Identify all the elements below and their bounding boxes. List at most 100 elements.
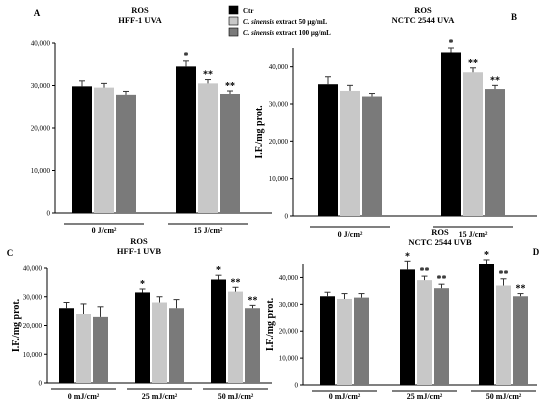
legend-swatch-ctr: [228, 5, 239, 15]
legend-label-50: C. sinensis extract 50 µg/mL: [243, 18, 328, 26]
bar: [76, 314, 91, 383]
x-category-label: 50 mJ/cm²: [218, 392, 254, 401]
significance-marker: *: [405, 251, 410, 262]
y-tick-label: 20,000: [279, 328, 299, 336]
y-tick-label: 40,000: [279, 274, 299, 282]
y-tick-label: 30,000: [269, 101, 289, 109]
y-tick-label: 20,000: [31, 125, 51, 133]
y-tick-label: 0: [39, 380, 43, 388]
bar: [417, 280, 432, 385]
y-tick-label: 0: [285, 213, 289, 221]
x-category-label: 25 mJ/cm²: [142, 392, 178, 401]
bar: [485, 89, 505, 216]
bar: [59, 308, 74, 383]
significance-marker: *: [449, 38, 454, 49]
bar: [479, 264, 494, 385]
significance-marker: *: [184, 51, 189, 62]
x-category-label: 0 J/cm²: [92, 226, 117, 235]
y-tick-label: 30,000: [31, 82, 51, 90]
bar: [72, 86, 92, 213]
panel-label: D: [533, 247, 540, 257]
significance-marker: **: [231, 277, 241, 288]
significance-marker: *: [484, 250, 489, 261]
significance-marker: *: [216, 265, 221, 276]
legend-label-100: C. sinensis extract 100 µg/mL: [243, 29, 331, 37]
bar: [176, 66, 196, 213]
bar: [94, 87, 114, 213]
chart-title: ROS: [414, 5, 432, 15]
y-tick-label: 40,000: [269, 63, 289, 71]
x-category-label: 50 mJ/cm²: [486, 392, 522, 401]
chart-subtitle: HFF-1 UVB: [117, 246, 161, 256]
bar: [513, 296, 528, 385]
chart-title: ROS: [431, 227, 449, 237]
bar: [362, 96, 382, 216]
x-category-label: 0 J/cm²: [338, 230, 363, 239]
chart-subtitle: NCTC 2544 UVA: [392, 15, 456, 25]
panel-label: B: [511, 12, 517, 22]
bar: [434, 288, 449, 385]
bar: [245, 308, 260, 383]
bar: [320, 296, 335, 385]
bar: [116, 94, 136, 213]
x-category-label: 0 mJ/cm²: [68, 392, 100, 401]
y-tick-label: 40,000: [31, 40, 51, 48]
chart-subtitle: NCTC 2544 UVB: [408, 237, 472, 247]
significance-marker: **: [499, 269, 509, 280]
bar: [354, 297, 369, 385]
bar: [441, 52, 461, 217]
significance-marker: **: [420, 266, 430, 277]
bar: [337, 298, 352, 385]
significance-marker: **: [203, 70, 213, 81]
y-tick-label: 10,000: [23, 351, 43, 359]
y-tick-label: 30,000: [23, 293, 43, 301]
y-tick-label: 40,000: [23, 265, 43, 273]
x-category-label: 25 mJ/cm²: [407, 392, 443, 401]
bar: [220, 94, 240, 213]
significance-marker: **: [516, 284, 526, 295]
significance-marker: *: [140, 279, 145, 290]
panel-label: C: [7, 248, 14, 258]
bar: [93, 316, 108, 383]
bar: [340, 90, 360, 216]
x-category-label: 15 J/cm²: [459, 230, 488, 239]
bar: [318, 84, 338, 216]
legend: Ctr C. sinensis extract 50 µg/mL C. sine…: [228, 5, 331, 37]
y-tick-label: 0: [295, 382, 299, 390]
y-tick-label: 10,000: [269, 175, 289, 183]
y-tick-label: 10,000: [279, 355, 299, 363]
bar: [496, 285, 511, 385]
significance-marker: **: [468, 58, 478, 69]
bar: [169, 308, 184, 383]
y-tick-label: 0: [47, 210, 51, 218]
chart-title: ROS: [131, 5, 149, 15]
x-category-label: 0 mJ/cm²: [329, 392, 361, 401]
bar: [463, 72, 483, 217]
panel-label: A: [34, 8, 41, 18]
chart-title: ROS: [130, 236, 148, 246]
y-axis-label: I.F./mg prot.: [11, 298, 22, 352]
bar: [400, 269, 415, 385]
bar: [198, 83, 218, 213]
y-tick-label: 20,000: [23, 322, 43, 330]
x-category-label: 15 J/cm²: [194, 226, 223, 235]
legend-swatch-100: [228, 27, 239, 37]
chart-subtitle: HFF-1 UVA: [118, 15, 162, 25]
legend-label-ctr: Ctr: [243, 7, 254, 15]
significance-marker: **: [248, 295, 258, 306]
significance-marker: **: [225, 81, 235, 92]
bar: [228, 291, 243, 383]
significance-marker: **: [437, 274, 447, 285]
legend-swatch-50: [228, 16, 239, 26]
bar: [135, 292, 150, 383]
y-axis-label: I.F./mg prot.: [254, 105, 265, 159]
bar: [152, 302, 167, 383]
y-tick-label: 20,000: [269, 138, 289, 146]
y-tick-label: 30,000: [279, 301, 299, 309]
bar: [211, 279, 226, 383]
